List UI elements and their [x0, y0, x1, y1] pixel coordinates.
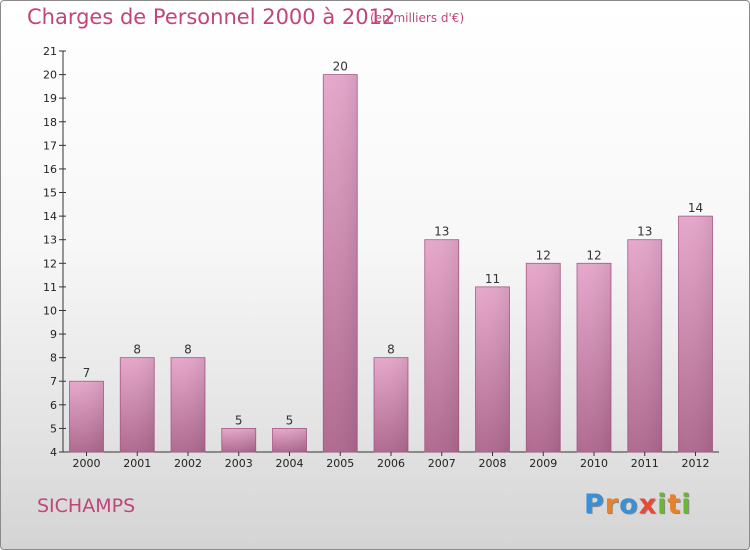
x-tick-label: 2002	[174, 457, 202, 470]
logo-letter: t	[667, 489, 682, 520]
x-tick-label: 2012	[682, 457, 710, 470]
bar-value-label: 13	[637, 225, 652, 239]
y-tick-label: 8	[50, 352, 57, 365]
x-tick-label: 2010	[580, 457, 608, 470]
logo-letter: x	[638, 489, 658, 520]
y-tick-label: 11	[43, 281, 57, 294]
x-tick-label: 2008	[479, 457, 507, 470]
x-tick-label: 2005	[326, 457, 354, 470]
bar-value-label: 8	[133, 343, 141, 357]
proxiti-logo: Proxiti	[584, 489, 692, 520]
y-tick-label: 16	[43, 163, 57, 176]
y-tick-label: 10	[43, 304, 57, 317]
bar-shade	[120, 357, 155, 452]
bar-shade	[424, 239, 459, 452]
x-axis: 2000 2001 2002 2003 2004 2005 2006 2007 2008 2009…	[73, 452, 710, 470]
logo-letter: r	[604, 489, 620, 520]
logo-letter: P	[584, 489, 605, 520]
y-tick-label: 4	[50, 446, 57, 459]
bar-value-label: 8	[387, 343, 395, 357]
bar-shade	[221, 428, 256, 452]
y-tick-label: 19	[43, 92, 57, 105]
x-tick-label: 2003	[225, 457, 253, 470]
y-tick-label: 18	[43, 116, 57, 129]
y-tick-label: 5	[50, 422, 57, 435]
bar-value-label: 8	[184, 343, 192, 357]
bar-shade	[627, 239, 662, 452]
y-tick-label: 6	[50, 399, 57, 412]
x-tick-label: 2009	[529, 457, 557, 470]
y-tick-label: 7	[50, 375, 57, 388]
bar-value-label: 12	[536, 248, 551, 262]
bar-shade	[374, 357, 408, 452]
bar-shade	[171, 357, 205, 452]
x-tick-label: 2004	[276, 457, 304, 470]
bar-value-label: 11	[485, 272, 500, 286]
bars: 7 8 8 5 5 20 8 13 11 12 12 13 14	[69, 60, 713, 453]
bar-shade	[577, 263, 611, 452]
x-tick-label: 2001	[123, 457, 151, 470]
x-tick-label: 2000	[73, 457, 101, 470]
bar-shade	[69, 381, 104, 452]
logo-letter: i	[657, 489, 668, 520]
bar-value-label: 14	[688, 201, 703, 215]
y-tick-label: 12	[43, 257, 57, 270]
logo-letter: i	[681, 489, 692, 520]
bar-shade	[678, 216, 713, 452]
x-tick-label: 2006	[377, 457, 405, 470]
logo-letter: o	[619, 489, 639, 520]
x-tick-label: 2007	[428, 457, 456, 470]
bar-value-label: 5	[235, 413, 243, 427]
y-tick-label: 17	[43, 139, 57, 152]
bar-value-label: 13	[434, 225, 449, 239]
bar-shade	[526, 263, 561, 452]
y-tick-label: 15	[43, 187, 57, 200]
bar-value-label: 20	[333, 60, 348, 74]
chart-title: Charges de Personnel 2000 à 2012	[27, 5, 396, 29]
y-tick-label: 21	[43, 45, 57, 58]
bar-value-label: 5	[286, 413, 294, 427]
bar-shade	[475, 286, 510, 452]
bar-shade	[323, 74, 358, 453]
y-tick-label: 9	[50, 328, 57, 341]
y-tick-label: 20	[43, 69, 57, 82]
chart-subtitle: (en milliers d'€)	[370, 11, 465, 25]
y-tick-label: 14	[43, 210, 57, 223]
x-tick-label: 2011	[631, 457, 659, 470]
bar-shade	[272, 428, 307, 452]
city-name: SICHAMPS	[37, 495, 136, 517]
bar-value-label: 7	[83, 366, 91, 380]
bar-value-label: 12	[586, 248, 601, 262]
y-tick-label: 13	[43, 234, 57, 247]
